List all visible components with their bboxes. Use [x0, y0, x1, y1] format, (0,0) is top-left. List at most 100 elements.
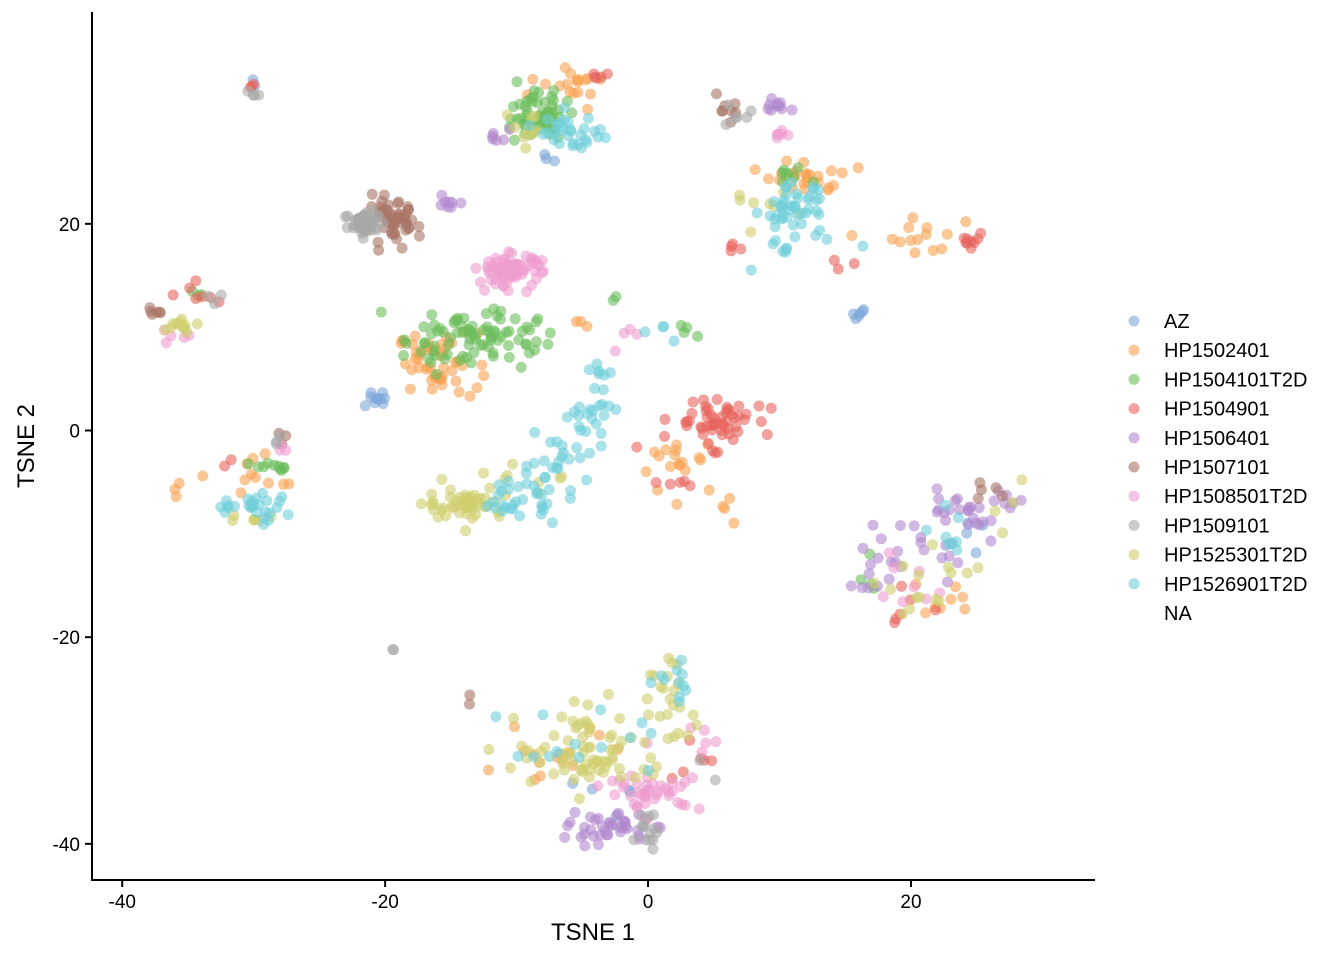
- point-hp1506401: [908, 520, 920, 532]
- point-hp1525301t2d: [1007, 496, 1019, 508]
- point-hp1526901t2d: [745, 264, 757, 276]
- point-hp1526901t2d: [645, 677, 657, 689]
- point-hp1526901t2d: [645, 727, 657, 739]
- point-hp1526901t2d: [546, 517, 558, 529]
- point-hp1502401: [927, 245, 939, 256]
- point-hp1502401: [649, 446, 660, 458]
- point-hp1525301t2d: [961, 567, 973, 579]
- point-hp1508501t2d: [883, 547, 895, 559]
- point-hp1525301t2d: [228, 510, 240, 521]
- legend-key-az: [1128, 315, 1140, 327]
- point-hp1506401: [895, 520, 906, 531]
- point-hp1525301t2d: [520, 142, 532, 154]
- point-hp1526901t2d: [792, 209, 803, 221]
- point-hp1526901t2d: [589, 125, 601, 137]
- point-hp1526901t2d: [597, 384, 609, 396]
- point-hp1502401: [406, 364, 418, 376]
- point-hp1504901: [677, 766, 689, 778]
- point-hp1507101: [413, 230, 425, 242]
- point-hp1525301t2d: [582, 718, 594, 730]
- point-hp1504101t2d: [546, 100, 558, 112]
- point-hp1525301t2d: [450, 501, 462, 513]
- point-hp1506401: [875, 533, 887, 545]
- point-hp1525301t2d: [518, 131, 530, 143]
- point-hp1506401: [949, 495, 961, 507]
- point-hp1525301t2d: [573, 793, 585, 805]
- point-hp1509101: [628, 834, 640, 846]
- point-hp1502401: [920, 607, 932, 619]
- point-hp1526901t2d: [946, 538, 958, 550]
- point-hp1506401: [856, 582, 868, 594]
- point-hp1506401: [931, 506, 943, 518]
- legend-key-hp1507101: [1128, 461, 1140, 473]
- point-hp1502401: [724, 492, 736, 504]
- legend-key-hp1502401: [1128, 344, 1140, 356]
- point-hp1504901: [708, 418, 720, 430]
- point-hp1526901t2d: [581, 136, 593, 148]
- y-tick-label: -40: [53, 835, 80, 856]
- point-hp1504101t2d: [678, 327, 690, 338]
- point-hp1506401: [883, 573, 895, 585]
- point-hp1509101: [387, 644, 399, 655]
- point-hp1509101: [694, 754, 706, 766]
- point-hp1526901t2d: [545, 436, 557, 448]
- point-hp1506401: [963, 519, 974, 530]
- point-hp1526901t2d: [593, 365, 605, 377]
- point-hp1504101t2d: [495, 305, 507, 317]
- points-layer: [144, 62, 1028, 855]
- point-hp1506401: [865, 559, 877, 570]
- point-hp1509101: [270, 438, 282, 450]
- point-hp1502401: [471, 382, 483, 394]
- legend-label-na: NA: [1164, 603, 1192, 625]
- point-hp1506401: [872, 552, 884, 564]
- point-hp1504101t2d: [432, 325, 444, 337]
- point-hp1526901t2d: [548, 134, 560, 146]
- x-tick-label: -20: [371, 892, 398, 913]
- point-hp1509101: [202, 290, 214, 302]
- point-hp1504101t2d: [400, 337, 412, 349]
- legend-label-hp1526901t2d: HP1526901T2D: [1164, 574, 1307, 596]
- point-hp1509101: [253, 89, 265, 101]
- point-hp1526901t2d: [792, 192, 804, 204]
- point-hp1526901t2d: [783, 204, 795, 216]
- point-hp1526901t2d: [642, 764, 654, 776]
- legend-label-hp1507101: HP1507101: [1164, 457, 1270, 479]
- point-hp1525301t2d: [415, 498, 427, 510]
- point-hp1525301t2d: [428, 498, 440, 510]
- point-hp1508501t2d: [502, 285, 514, 297]
- point-hp1504101t2d: [431, 368, 443, 380]
- point-hp1525301t2d: [972, 562, 984, 574]
- point-hp1508501t2d: [877, 591, 889, 603]
- point-hp1502401: [894, 236, 906, 248]
- point-hp1502401: [262, 477, 274, 489]
- point-hp1525301t2d: [885, 583, 897, 595]
- point-hp1525301t2d: [181, 326, 193, 338]
- point-hp1504901: [733, 400, 745, 412]
- point-hp1502401: [950, 581, 962, 593]
- point-hp1526901t2d: [221, 495, 232, 507]
- point-hp1504101t2d: [398, 350, 409, 361]
- point-hp1526901t2d: [658, 321, 670, 332]
- point-hp1525301t2d: [568, 773, 580, 785]
- point-hp1502401: [945, 593, 957, 605]
- point-hp1506401: [940, 514, 951, 526]
- point-hp1502401: [660, 444, 672, 456]
- legend-key-hp1525301t2d: [1128, 549, 1140, 561]
- point-hp1525301t2d: [682, 730, 694, 741]
- point-hp1525301t2d: [508, 712, 519, 724]
- point-hp1526901t2d: [787, 219, 799, 231]
- point-hp1506401: [588, 830, 600, 842]
- point-hp1507101: [996, 490, 1008, 502]
- point-hp1506401: [446, 197, 458, 208]
- point-hp1506401: [933, 493, 945, 505]
- point-hp1504101t2d: [443, 339, 455, 350]
- legend-key-hp1504901: [1128, 403, 1140, 415]
- point-hp1526901t2d: [589, 382, 600, 394]
- point-hp1525301t2d: [174, 316, 186, 328]
- point-hp1525301t2d: [597, 767, 609, 778]
- point-hp1504901: [715, 424, 727, 436]
- point-hp1504901: [848, 258, 860, 270]
- point-hp1502401: [960, 216, 972, 228]
- point-hp1526901t2d: [489, 502, 501, 514]
- point-hp1508501t2d: [631, 801, 643, 813]
